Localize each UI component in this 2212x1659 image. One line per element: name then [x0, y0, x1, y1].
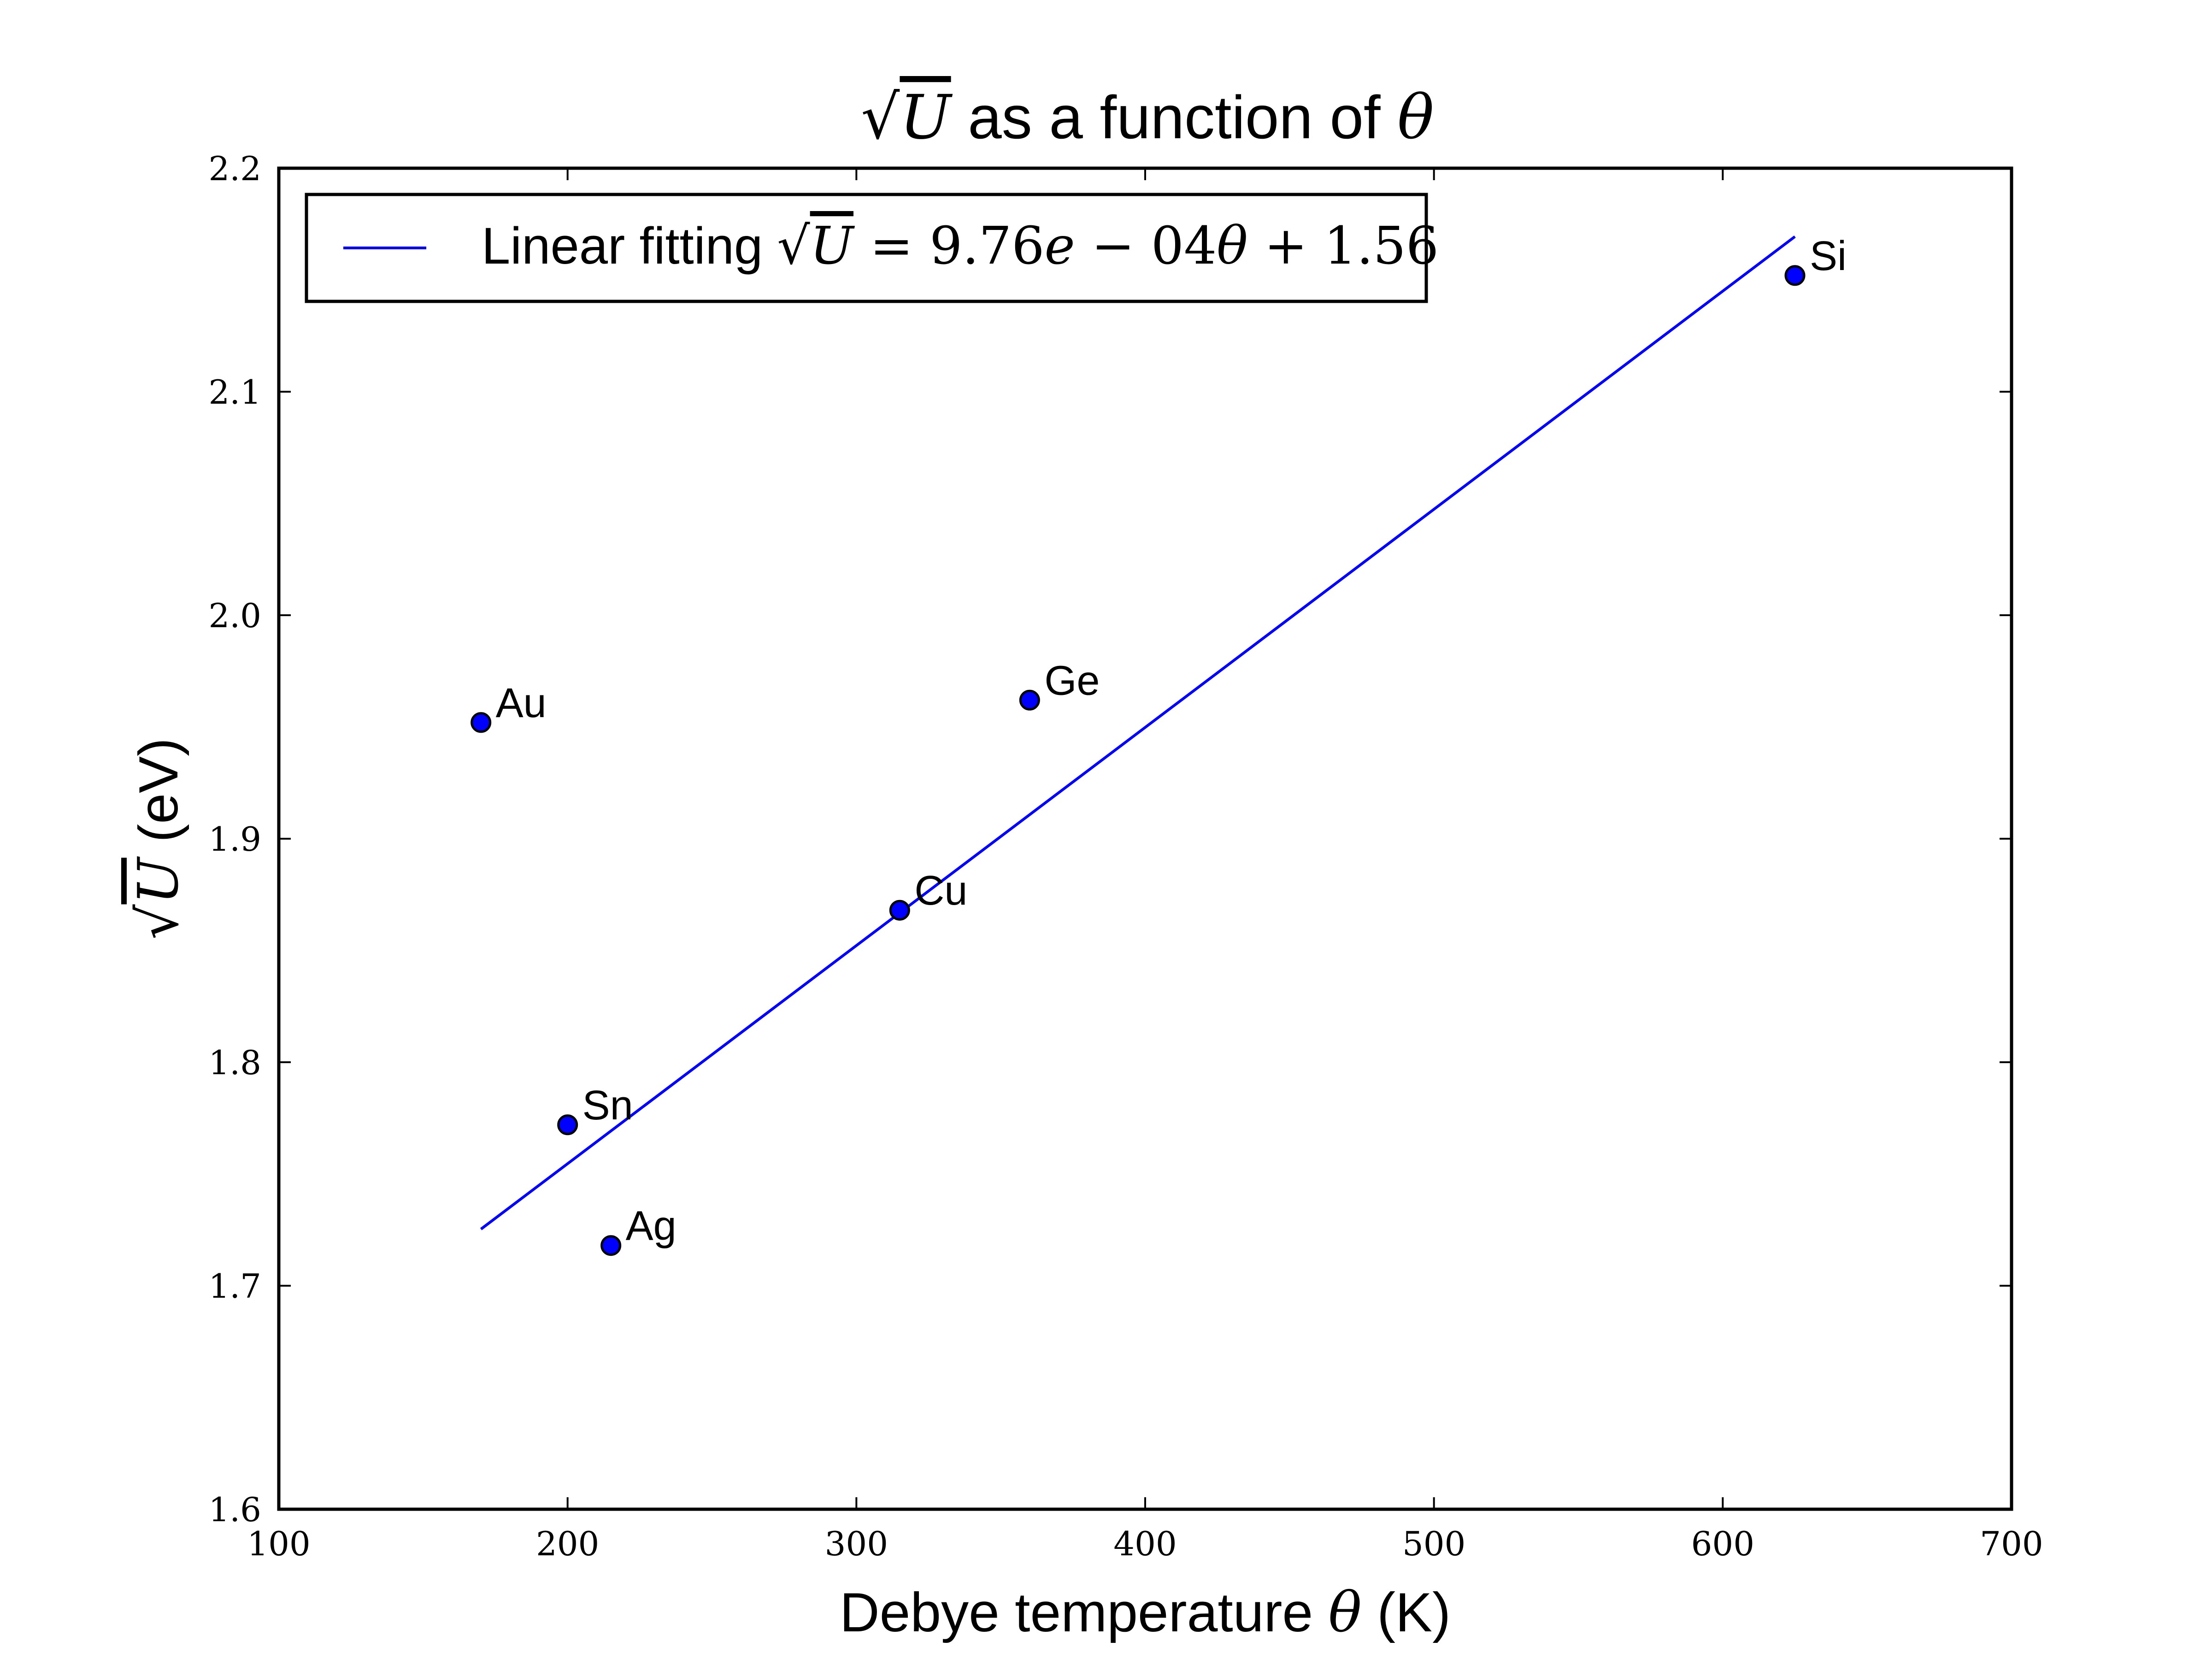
x-tick-label: 300 — [825, 1524, 888, 1563]
point-label-cu: Cu — [914, 868, 967, 914]
data-point-au — [471, 712, 492, 733]
y-tick-label: 1.6 — [208, 1490, 261, 1529]
x-tick-label: 100 — [247, 1524, 310, 1563]
x-tick-labels: 100 200 300 400 500 600 700 — [247, 1524, 2043, 1563]
x-tick-label: 600 — [1691, 1524, 1754, 1563]
axis-ticks — [278, 167, 2012, 1510]
x-axis-label: Debye temperature θ (K) — [840, 1581, 1451, 1645]
y-tick-label: 1.7 — [208, 1267, 261, 1306]
data-point-ge — [1019, 689, 1040, 711]
y-axis-label: √U (eV) — [127, 738, 191, 940]
chart-title: √U as a function of θ — [861, 82, 1434, 153]
y-tick-label: 1.9 — [208, 820, 261, 859]
point-label-sn: Sn — [582, 1082, 633, 1129]
x-tick-label: 500 — [1402, 1524, 1465, 1563]
fit-line — [480, 235, 1796, 1230]
y-tick-label: 2.2 — [208, 149, 261, 188]
y-tick-label: 2.1 — [208, 373, 261, 412]
legend-label: Linear fitting √U = 9.76e − 04θ + 1.56 — [482, 216, 1439, 276]
legend-box — [305, 193, 1428, 303]
legend: Linear fitting √U = 9.76e − 04θ + 1.56 — [305, 193, 1439, 303]
data-points: Au Sn Ag Cu Ge Si — [471, 233, 1847, 1256]
point-label-au: Au — [496, 680, 547, 726]
x-tick-label: 700 — [1980, 1524, 2043, 1563]
x-tick-label: 400 — [1113, 1524, 1177, 1563]
y-tick-labels: 1.6 1.7 1.8 1.9 2.0 2.1 2.2 — [208, 149, 261, 1529]
data-point-ag — [600, 1235, 622, 1256]
y-tick-label: 1.8 — [208, 1043, 261, 1082]
point-label-ag: Ag — [626, 1203, 677, 1249]
x-tick-label: 200 — [536, 1524, 599, 1563]
data-point-si — [1784, 265, 1806, 286]
point-label-ge: Ge — [1044, 658, 1100, 704]
point-label-si: Si — [1810, 233, 1847, 279]
y-tick-label: 2.0 — [208, 596, 261, 635]
data-point-sn — [557, 1114, 578, 1135]
plot-area — [277, 166, 2013, 1511]
data-point-cu — [889, 900, 910, 921]
